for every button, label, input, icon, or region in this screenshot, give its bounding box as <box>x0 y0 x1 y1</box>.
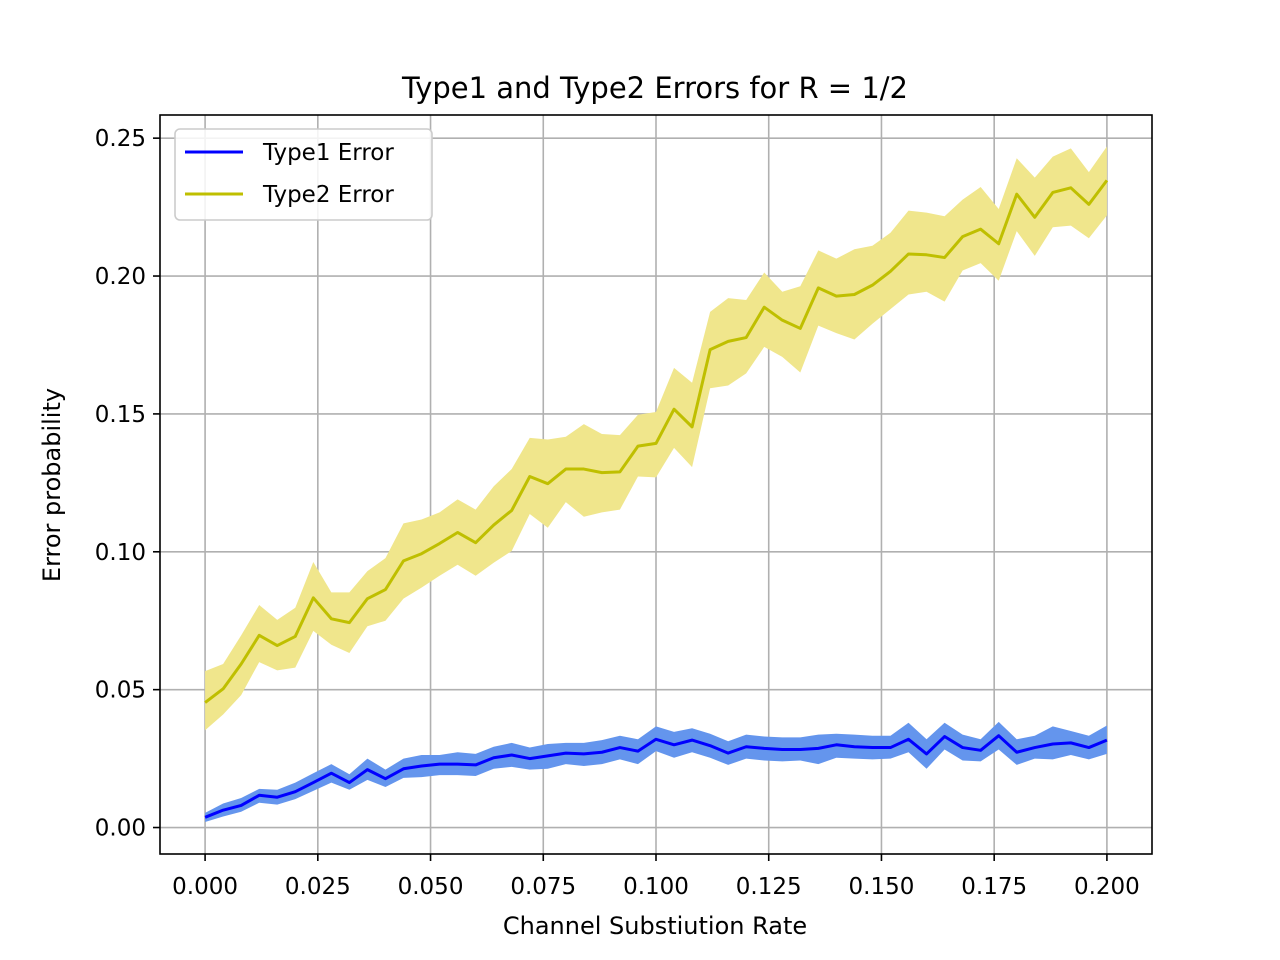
type2-error-line <box>204 179 1109 704</box>
x-tick-label: 0.075 <box>510 874 576 900</box>
x-tick-label: 0.025 <box>285 874 351 900</box>
legend-label-type2: Type2 Error <box>262 182 394 208</box>
x-tick-label: 0.000 <box>172 874 238 900</box>
axis-ticks: 0.000 0.025 0.050 0.075 0.100 0.125 0.150 0.175… <box>95 126 1140 900</box>
legend-label-type1: Type1 Error <box>262 140 394 166</box>
type1-error-line <box>204 734 1108 819</box>
x-tick-label: 0.125 <box>736 874 802 900</box>
y-tick-label: 0.00 <box>95 816 146 842</box>
x-tick-label: 0.050 <box>398 874 464 900</box>
x-tick-label: 0.200 <box>1074 874 1140 900</box>
y-axis-title: Error probability <box>38 388 66 582</box>
type2-error-confidence-band <box>205 146 1107 731</box>
chart-title: Type1 and Type2 Errors for R = 1/2 <box>401 71 908 105</box>
y-tick-label: 0.20 <box>95 264 146 290</box>
series-lines <box>204 179 1109 819</box>
y-tick-label: 0.10 <box>95 540 146 566</box>
x-axis-title: Channel Substiution Rate <box>503 912 807 940</box>
legend: Type1 Error Type2 Error <box>174 128 433 221</box>
x-tick-label: 0.150 <box>849 874 915 900</box>
x-tick-label: 0.175 <box>961 874 1027 900</box>
y-tick-label: 0.15 <box>95 402 146 428</box>
y-tick-label: 0.25 <box>95 126 146 152</box>
y-tick-label: 0.05 <box>95 678 146 704</box>
x-tick-label: 0.100 <box>623 874 689 900</box>
